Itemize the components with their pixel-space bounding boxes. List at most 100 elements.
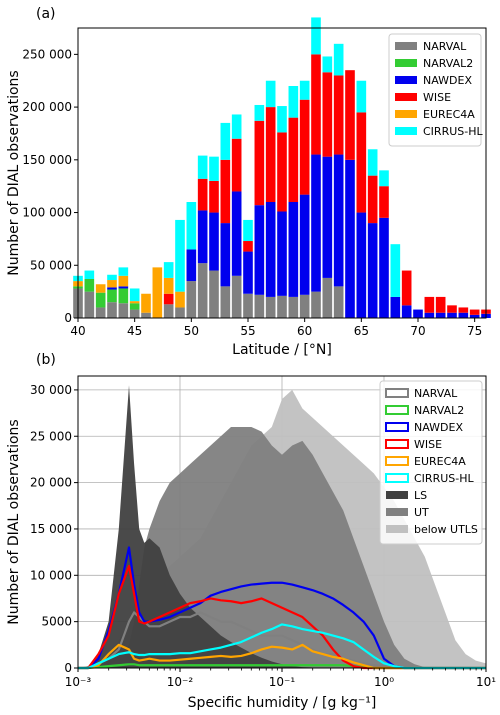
bar-nawdex-53 <box>220 223 231 287</box>
y-tick-label-b: 20 000 <box>30 476 72 490</box>
bar-wise-62 <box>322 72 333 157</box>
legend-swatch-ls <box>386 491 408 499</box>
area-ls <box>78 385 486 668</box>
bar-cirrus-hl-51 <box>197 155 208 179</box>
bar-wise-57 <box>265 107 276 202</box>
bar-narval-59 <box>288 296 299 318</box>
panel-b-humidity-distribution: 10⁻³ 10⁻² 10⁻¹ 10⁰ 10¹ 0 5000 10 000 15 000 20 00… <box>6 352 496 711</box>
legend-swatch-nawdex <box>395 76 417 84</box>
bar-eurec4a-44 <box>118 275 129 287</box>
bar-nawdex-43 <box>107 287 117 290</box>
y-tick-label-b: 25 000 <box>30 429 72 443</box>
panel-label-b: (b) <box>36 352 56 368</box>
legend-swatch-wise <box>385 439 409 449</box>
bar-nawdex-68 <box>390 296 401 318</box>
x-tick-label-b: 10⁰ <box>374 675 394 689</box>
x-tick-label-b: 10¹ <box>476 675 496 689</box>
x-axis-label-b: Specific humidity / [g kg⁻¹] <box>188 695 377 711</box>
legend-label-narval: NARVAL <box>414 387 458 400</box>
bar-narval-62 <box>322 277 333 318</box>
legend-label-cirrus-hl: CIRRUS-HL <box>423 125 483 138</box>
y-tick-label-b: 30 000 <box>30 383 72 397</box>
bar-cirrus-hl-61 <box>311 17 321 55</box>
y-tick-label-a: 150 000 <box>22 153 72 167</box>
bar-cirrus-hl-62 <box>322 56 333 73</box>
bar-nawdex-73 <box>447 312 457 318</box>
legend-swatch-narval <box>385 388 409 398</box>
bar-wise-72 <box>435 296 446 313</box>
legend-label-below-utls: below UTLS <box>414 523 478 536</box>
bar-nawdex-70 <box>413 309 423 318</box>
legend-swatch-eurec4a <box>385 456 409 466</box>
legend-label-narval: NARVAL <box>423 40 467 53</box>
legend-swatch-eurec4a <box>395 110 417 118</box>
bar-narval-58 <box>277 295 287 318</box>
legend-swatch-cirrus-hl <box>395 127 417 135</box>
bar-nawdex-61 <box>311 154 321 292</box>
bar-cirrus-hl-44 <box>118 267 129 276</box>
bar-narval-52 <box>209 270 219 318</box>
y-tick-label-b: 0 <box>64 661 72 675</box>
y-tick-label-a: 0 <box>64 311 72 325</box>
bar-cirrus-hl-41 <box>84 270 95 279</box>
bar-nawdex-60 <box>299 194 310 295</box>
legend-label-narval2: NARVAL2 <box>414 404 464 417</box>
bar-nawdex-55 <box>243 251 253 294</box>
x-tick-label-a: 70 <box>410 324 425 338</box>
bar-narval-43 <box>107 302 117 318</box>
bar-nawdex-71 <box>424 312 435 318</box>
bar-narval-54 <box>231 275 242 318</box>
bar-narval-51 <box>197 263 208 318</box>
bar-nawdex-67 <box>379 217 389 318</box>
bar-eurec4a-49 <box>175 291 185 308</box>
bar-narval-56 <box>254 294 265 318</box>
bar-narval2-41 <box>84 278 95 292</box>
bar-eurec4a-47 <box>152 267 163 318</box>
bar-nawdex-59 <box>288 202 299 297</box>
bar-nawdex-50 <box>186 249 197 282</box>
bar-wise-58 <box>277 132 287 212</box>
bar-narval2-43 <box>107 289 117 303</box>
bar-cirrus-hl-65 <box>356 80 367 113</box>
bar-nawdex-66 <box>367 223 378 318</box>
bar-nawdex-63 <box>333 154 344 287</box>
bar-narval-61 <box>311 291 321 318</box>
bar-narval-53 <box>220 286 231 318</box>
bar-narval2-42 <box>95 292 106 308</box>
bar-eurec4a-46 <box>141 293 151 313</box>
bar-cirrus-hl-68 <box>390 244 401 297</box>
bar-narval-46 <box>141 312 151 318</box>
bar-cirrus-hl-59 <box>288 86 299 118</box>
bar-cirrus-hl-50 <box>186 202 197 250</box>
bar-nawdex-44 <box>118 286 129 289</box>
bar-wise-48 <box>163 293 174 305</box>
bar-nawdex-75 <box>469 314 480 318</box>
bar-nawdex-62 <box>322 156 333 278</box>
bar-wise-75 <box>469 309 480 315</box>
y-tick-label-b: 10 000 <box>30 568 72 582</box>
bar-wise-55 <box>243 241 253 252</box>
legend-swatch-narval2 <box>385 405 409 415</box>
y-tick-label-a: 50 000 <box>30 258 72 272</box>
bar-wise-61 <box>311 54 321 155</box>
x-axis-label-a: Latitude / [°N] <box>232 342 332 358</box>
bar-wise-63 <box>333 75 344 155</box>
bar-cirrus-hl-56 <box>254 104 265 121</box>
bar-nawdex-51 <box>197 210 208 264</box>
bar-nawdex-69 <box>401 305 412 318</box>
bar-narval2-44 <box>118 288 129 304</box>
bar-eurec4a-43 <box>107 280 117 288</box>
bar-narval-60 <box>299 294 310 318</box>
bar-narval-55 <box>243 293 253 318</box>
y-tick-label-a: 200 000 <box>22 100 72 114</box>
bar-wise-65 <box>356 112 367 213</box>
legend-label-ut: UT <box>414 506 429 519</box>
x-tick-label-a: 65 <box>354 324 369 338</box>
legend-label-narval2: NARVAL2 <box>423 57 473 70</box>
bar-narval-44 <box>118 303 129 318</box>
bar-wise-64 <box>345 70 355 160</box>
bar-cirrus-hl-63 <box>333 43 344 76</box>
bar-nawdex-58 <box>277 211 287 296</box>
bar-cirrus-hl-58 <box>277 106 287 133</box>
